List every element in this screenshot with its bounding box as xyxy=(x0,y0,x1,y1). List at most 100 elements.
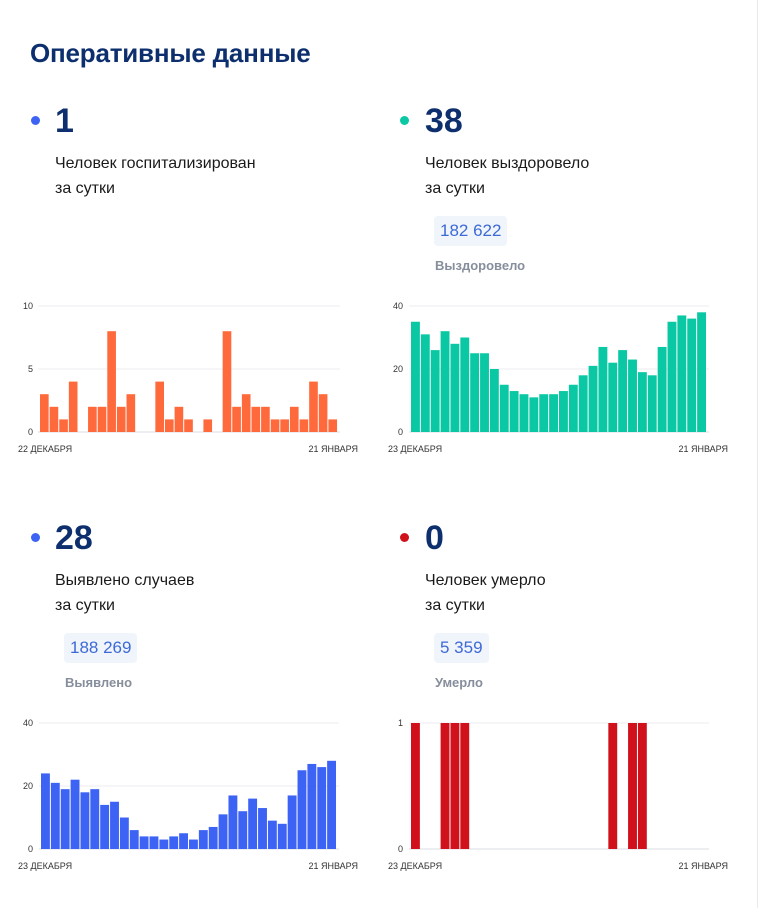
died-bar xyxy=(450,723,460,849)
cases-bar xyxy=(228,795,238,849)
cases-count: 28 xyxy=(55,519,93,557)
died-total-badge: 5 359 xyxy=(434,633,489,663)
hospitalized-bar xyxy=(155,381,164,432)
recovered-y-tick-label: 40 xyxy=(393,301,403,311)
died-bar xyxy=(628,723,637,849)
hospitalized-bar xyxy=(88,406,97,432)
died-y-tick-label: 0 xyxy=(398,844,403,854)
recovered-bar xyxy=(509,391,519,432)
hospitalized-desc-line2: за сутки xyxy=(55,180,115,197)
cases-bar xyxy=(208,826,218,849)
died-chart: 0 1 23 ДЕКАБРЯ 21 ЯНВАРЯ xyxy=(388,718,728,871)
recovered-x-end-label: 21 ЯНВАРЯ xyxy=(678,444,728,454)
cases-bar xyxy=(139,836,149,849)
hospitalized-bar xyxy=(126,394,136,432)
recovered-bar xyxy=(608,362,618,432)
cases-bar xyxy=(159,839,169,849)
cases-bar xyxy=(317,767,327,849)
recovered-chart: 0 20 40 23 ДЕКАБРЯ 21 ЯНВАРЯ xyxy=(388,301,728,454)
hospitalized-bar xyxy=(328,419,338,432)
hospitalized-bar xyxy=(232,406,241,432)
hospitalized-bar xyxy=(241,394,251,432)
recovered-bar xyxy=(578,375,588,432)
recovered-bar xyxy=(420,334,430,432)
cases-y-tick-label: 40 xyxy=(23,718,33,728)
cases-chart: 0 20 40 23 ДЕКАБРЯ 21 ЯНВАРЯ xyxy=(18,718,358,871)
died-x-start-label: 23 ДЕКАБРЯ xyxy=(388,861,442,871)
recovered-bar xyxy=(598,346,608,432)
died-bar xyxy=(637,723,647,849)
cases-bar xyxy=(119,817,129,849)
recovered-bar xyxy=(618,350,628,432)
recovered-bar xyxy=(588,365,598,432)
died-bar xyxy=(411,723,420,849)
recovered-bar xyxy=(539,394,549,432)
cases-x-end-label: 21 ЯНВАРЯ xyxy=(308,861,358,871)
cases-bar xyxy=(80,792,90,849)
hospitalized-bar xyxy=(174,406,184,432)
cases-indicator-dot xyxy=(31,533,40,542)
recovered-bar xyxy=(687,318,697,432)
hospitalized-bar xyxy=(107,331,116,432)
hospitalized-y-tick-label: 5 xyxy=(28,364,33,374)
recovered-bar xyxy=(637,372,647,432)
hospitalized-bar xyxy=(222,331,232,432)
hospitalized-bar xyxy=(164,419,174,432)
hospitalized-chart: 0 5 10 22 ДЕКАБРЯ 21 ЯНВАРЯ xyxy=(18,301,358,454)
died-indicator-dot xyxy=(400,533,409,542)
recovered-total-badge: 182 622 xyxy=(434,216,508,246)
recovered-x-start-label: 23 ДЕКАБРЯ xyxy=(388,444,442,454)
cases-bar xyxy=(297,770,307,849)
cases-bar xyxy=(129,830,139,849)
recovered-bar xyxy=(499,384,509,432)
hospitalized-count: 1 xyxy=(55,102,74,140)
hospitalized-bar xyxy=(289,406,299,432)
recovered-indicator-dot xyxy=(400,116,409,125)
cases-bar xyxy=(60,789,70,849)
recovered-count: 38 xyxy=(425,102,463,140)
cases-bar xyxy=(258,808,267,849)
cases-desc-line2: за сутки xyxy=(55,597,115,614)
hospitalized-x-start-label: 22 ДЕКАБРЯ xyxy=(18,444,72,454)
recovered-desc-line2: за сутки xyxy=(425,180,485,197)
cases-bar xyxy=(41,773,50,849)
recovered-bar xyxy=(677,315,687,432)
cases-x-start-label: 23 ДЕКАБРЯ xyxy=(18,861,72,871)
died-desc-line1: Человек умерло xyxy=(425,572,546,589)
recovered-bar xyxy=(450,343,460,432)
hospitalized-y-tick-label: 0 xyxy=(28,427,33,437)
hospitalized-bar xyxy=(203,419,213,432)
hospitalized-bar xyxy=(40,394,49,432)
hospitalized-bar xyxy=(318,394,328,432)
recovered-bar xyxy=(628,359,637,432)
cases-bar xyxy=(238,811,248,849)
cases-total-badge: 188 269 xyxy=(64,633,138,663)
died-count: 0 xyxy=(425,519,444,557)
hospitalized-bar xyxy=(116,406,126,432)
recovered-bar xyxy=(460,337,470,432)
recovered-desc-line1: Человек выздоровело xyxy=(425,155,590,172)
cases-bar xyxy=(169,836,179,849)
cases-bar xyxy=(149,836,159,849)
cases-total-label: Выявлено xyxy=(65,675,133,690)
died-total-label: Умерло xyxy=(435,675,483,690)
died-desc-line2: за сутки xyxy=(425,597,485,614)
cases-y-tick-label: 0 xyxy=(28,844,33,854)
hospitalized-bar xyxy=(49,406,59,432)
cases-bar xyxy=(90,789,100,849)
hospitalized-bar xyxy=(251,406,261,432)
died-bar xyxy=(608,723,618,849)
recovered-bar xyxy=(519,394,529,432)
cases-y-tick-label: 20 xyxy=(23,781,33,791)
cases-bar xyxy=(70,779,80,849)
recovered-bar xyxy=(430,350,440,432)
recovered-bar xyxy=(470,353,480,432)
cases-bar xyxy=(189,839,198,849)
cases-desc-line1: Выявлено случаев xyxy=(55,572,195,589)
cases-bar xyxy=(277,823,287,849)
cases-bar xyxy=(110,801,119,849)
recovered-bar xyxy=(440,331,450,432)
cases-bar xyxy=(100,804,110,849)
recovered-bar xyxy=(568,384,578,432)
hospitalized-bar xyxy=(97,406,107,432)
